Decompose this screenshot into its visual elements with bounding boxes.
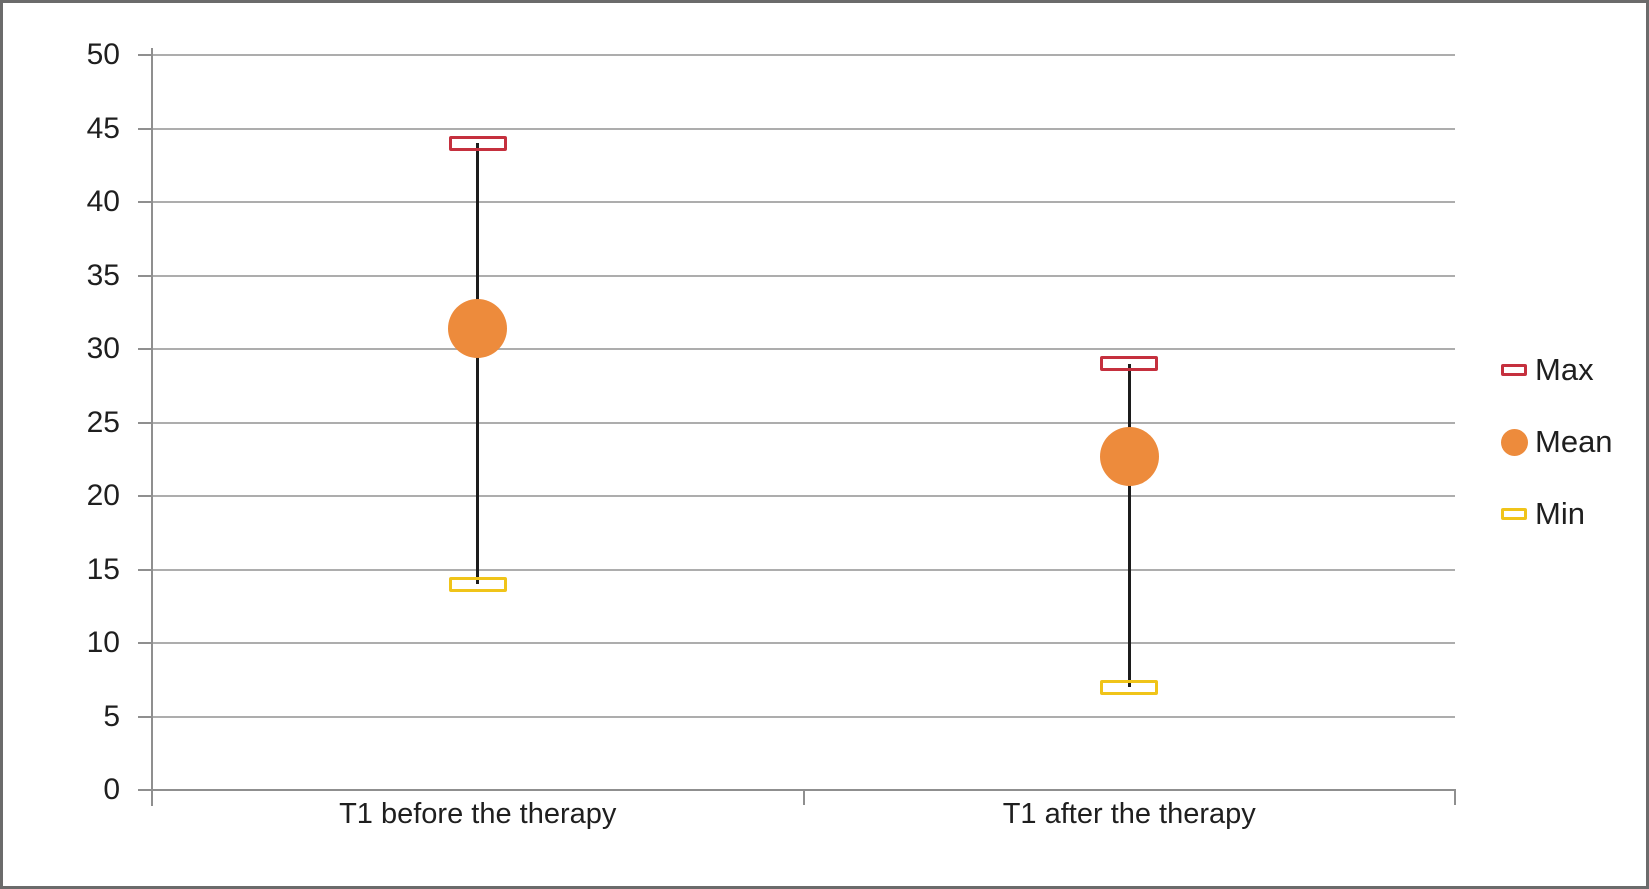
x-axis-category-label-2: T1 after the therapy: [1002, 798, 1256, 830]
max-marker-2: [1100, 356, 1159, 372]
y-axis-line: [151, 48, 153, 806]
y-axis-tick-10: [138, 642, 152, 644]
y-axis-label-15: 15: [86, 552, 120, 586]
legend-item-min: Min: [1501, 496, 1585, 531]
legend-max-marker-icon: [1501, 364, 1527, 376]
y-axis-tick-45: [138, 127, 152, 130]
x-axis-tick-2: [1454, 790, 1456, 805]
mean-marker-2: [1099, 426, 1159, 486]
gridline-45: [152, 127, 1455, 130]
y-axis-label-50: 50: [86, 38, 120, 71]
x-axis-line: [139, 789, 1456, 791]
min-marker-1: [448, 576, 507, 592]
legend-label-min: Min: [1535, 496, 1585, 531]
y-axis-tick-15: [138, 568, 152, 571]
y-axis-tick-35: [138, 274, 152, 277]
y-axis-label-10: 10: [86, 626, 120, 659]
y-axis-tick-30: [138, 348, 152, 350]
y-axis-tick-50: [138, 54, 152, 56]
y-axis-tick-5: [138, 715, 152, 718]
x-axis-tick-1: [802, 790, 805, 805]
gridline-5: [152, 715, 1455, 718]
gridline-50: [152, 54, 1455, 56]
y-axis-label-40: 40: [86, 185, 120, 218]
legend-label-mean: Mean: [1535, 424, 1613, 459]
gridline-35: [152, 274, 1455, 277]
gridline-40: [152, 201, 1455, 203]
y-axis-label-20: 20: [86, 479, 120, 512]
y-axis-label-45: 45: [86, 111, 120, 145]
legend-min-marker-icon: [1501, 508, 1527, 520]
y-axis-tick-25: [138, 421, 152, 424]
legend-item-max: Max: [1501, 352, 1594, 387]
legend-label-max: Max: [1535, 352, 1594, 387]
max-marker-1: [448, 135, 507, 151]
legend-mean-marker-icon: [1501, 428, 1528, 456]
y-axis-label-30: 30: [86, 332, 120, 365]
gridline-30: [152, 348, 1455, 350]
y-axis-label-0: 0: [103, 773, 120, 806]
high-low-line-2: [1127, 363, 1131, 688]
min-marker-2: [1100, 679, 1159, 695]
mean-marker-1: [448, 298, 508, 358]
x-axis-category-label-1: T1 before the therapy: [339, 798, 617, 830]
y-axis-tick-40: [138, 201, 152, 203]
gridline-20: [152, 495, 1455, 497]
y-axis-label-25: 25: [86, 405, 120, 439]
y-axis-label-35: 35: [86, 258, 120, 292]
high-low-line-1: [476, 143, 480, 585]
gridline-10: [152, 642, 1455, 644]
gridline-15: [152, 568, 1455, 571]
legend-item-mean: Mean: [1501, 424, 1613, 459]
gridline-25: [152, 421, 1455, 424]
y-axis-label-5: 5: [103, 699, 120, 733]
y-axis-tick-20: [138, 495, 152, 497]
